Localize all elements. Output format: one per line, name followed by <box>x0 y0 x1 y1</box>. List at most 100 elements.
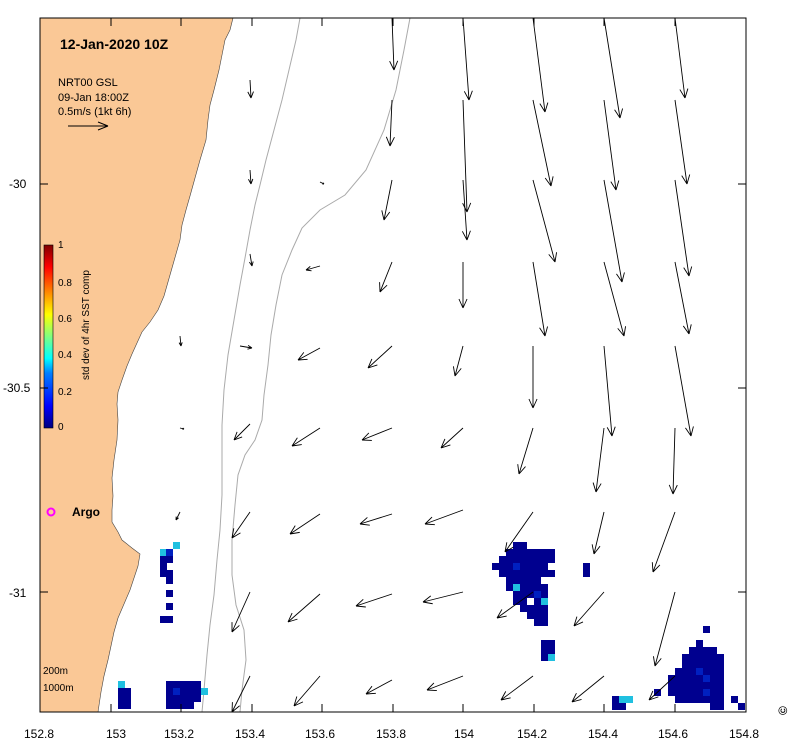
sst-cell <box>675 668 682 675</box>
sst-cell <box>548 549 555 556</box>
sst-cell <box>541 612 548 619</box>
isobath-label-1000m: 1000m <box>43 683 74 694</box>
isobath-label-200m: 200m <box>43 666 69 677</box>
sst-cell <box>492 563 499 570</box>
current-vector-arrow <box>674 179 693 277</box>
colorbar-tick: 0.2 <box>58 387 72 398</box>
sst-cell <box>187 688 194 695</box>
sst-cell <box>506 549 513 556</box>
scale-label: 0.5m/s (1kt 6h) <box>58 106 132 118</box>
y-tick-label: -31 <box>9 586 27 600</box>
sst-cell <box>534 598 541 605</box>
sst-cell <box>166 556 173 563</box>
sst-cell <box>675 689 682 696</box>
sst-cell <box>520 577 527 584</box>
sst-cell <box>626 696 633 703</box>
sst-cell <box>717 675 724 682</box>
sst-cell <box>520 549 527 556</box>
current-vector-arrow <box>591 511 605 555</box>
scale-arrow <box>68 121 109 131</box>
x-tick-label: 154.6 <box>658 727 689 741</box>
sst-cell <box>527 584 534 591</box>
current-vector-arrow <box>603 261 627 337</box>
sst-cell <box>166 549 173 556</box>
sst-cell <box>534 612 541 619</box>
sst-cell <box>520 591 527 598</box>
current-vector-arrow <box>674 99 691 185</box>
argo-label: Argo <box>72 505 100 519</box>
sst-cell <box>689 696 696 703</box>
sst-cell <box>548 654 555 661</box>
sst-cell <box>527 563 534 570</box>
sst-cell <box>173 542 180 549</box>
sst-cell <box>534 605 541 612</box>
sst-cell <box>499 556 506 563</box>
sst-cell <box>612 703 619 710</box>
sst-cell <box>534 619 541 626</box>
sst-cell <box>710 675 717 682</box>
sst-cell <box>689 675 696 682</box>
current-vector-arrow <box>361 427 393 441</box>
sst-cell <box>675 675 682 682</box>
sst-cell <box>513 584 520 591</box>
current-vector-arrow <box>603 17 624 119</box>
isobath-1000m <box>231 17 411 713</box>
sst-cell <box>710 654 717 661</box>
sst-cell <box>118 681 125 688</box>
colorbar-tick: 0.8 <box>58 278 72 289</box>
sst-cell <box>541 556 548 563</box>
sst-cell <box>689 682 696 689</box>
sst-cell <box>541 591 548 598</box>
sst-cell <box>689 661 696 668</box>
sst-cell <box>520 570 527 577</box>
current-vector-arrow <box>178 335 183 347</box>
sst-cell <box>520 542 527 549</box>
sst-cell <box>703 696 710 703</box>
sst-cell <box>696 661 703 668</box>
sst-cell <box>520 584 527 591</box>
sst-cell <box>717 654 724 661</box>
sst-cell <box>124 688 131 695</box>
current-vector-arrow <box>532 17 549 113</box>
sst-cell <box>527 591 534 598</box>
current-vector-arrow <box>231 675 251 713</box>
sst-cell <box>166 603 173 610</box>
current-vector-arrow <box>603 179 625 283</box>
colorbar-title: std dev of 4hr SST comp <box>81 270 92 380</box>
current-vector-arrow <box>573 591 605 627</box>
sst-cell <box>173 681 180 688</box>
sst-cell <box>696 668 703 675</box>
current-vector-arrow <box>379 261 393 293</box>
sst-cell <box>710 647 717 654</box>
sst-cell <box>187 702 194 709</box>
x-tick-label: 153.2 <box>164 727 195 741</box>
sst-cell <box>710 689 717 696</box>
sst-cell <box>703 675 710 682</box>
current-vector-arrow <box>233 423 251 441</box>
x-tick-label: 153 <box>106 727 127 741</box>
sst-cell <box>513 563 520 570</box>
sst-cell <box>541 563 548 570</box>
sst-cell <box>682 689 689 696</box>
sst-cell <box>527 549 534 556</box>
current-vector-arrow <box>603 99 620 191</box>
x-tick-label: 154 <box>454 727 475 741</box>
colorbar <box>43 244 54 429</box>
sst-cell <box>612 696 619 703</box>
argo-float-marker <box>46 507 56 517</box>
sst-cell <box>689 668 696 675</box>
source-time: 09-Jan 18:00Z <box>58 92 129 104</box>
current-vector-arrow <box>319 181 325 185</box>
sst-cell <box>166 570 173 577</box>
sst-cell <box>534 591 541 598</box>
sst-cell <box>187 695 194 702</box>
current-vector-arrow <box>293 675 321 707</box>
sst-cell <box>696 682 703 689</box>
current-vector-arrow <box>532 179 558 263</box>
sst-cell <box>541 605 548 612</box>
sst-cell <box>710 696 717 703</box>
current-vector-arrow <box>179 427 185 430</box>
sst-cell <box>166 616 173 623</box>
current-vector-arrow <box>422 591 464 605</box>
